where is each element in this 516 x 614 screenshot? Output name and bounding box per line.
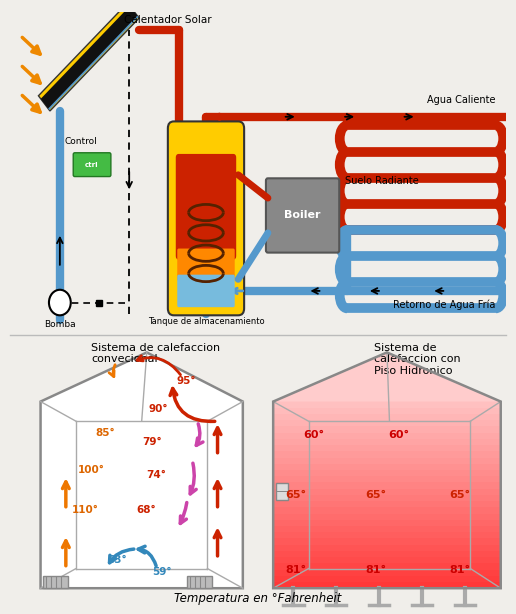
FancyBboxPatch shape bbox=[176, 154, 236, 260]
Text: ctrl: ctrl bbox=[85, 161, 99, 168]
Text: Temperatura en °Fahrenheit: Temperatura en °Fahrenheit bbox=[174, 593, 342, 605]
FancyBboxPatch shape bbox=[266, 178, 339, 252]
Text: Bomba: Bomba bbox=[44, 320, 76, 328]
Bar bbox=[273, 450, 501, 457]
FancyBboxPatch shape bbox=[178, 274, 235, 307]
Text: Control: Control bbox=[65, 137, 98, 146]
Bar bbox=[273, 407, 501, 414]
FancyBboxPatch shape bbox=[73, 153, 111, 177]
Text: 63°: 63° bbox=[108, 555, 127, 565]
Text: 60°: 60° bbox=[303, 430, 325, 440]
Bar bbox=[273, 481, 501, 489]
Bar bbox=[273, 463, 501, 470]
Bar bbox=[273, 413, 501, 420]
Bar bbox=[273, 543, 501, 551]
Text: 81°: 81° bbox=[285, 564, 307, 575]
Text: Sistema de calefaccion
convecional: Sistema de calefaccion convecional bbox=[91, 343, 220, 364]
FancyBboxPatch shape bbox=[168, 122, 244, 316]
Bar bbox=[273, 531, 501, 538]
Polygon shape bbox=[41, 352, 243, 588]
Text: 68°: 68° bbox=[136, 505, 155, 515]
Text: Boiler: Boiler bbox=[284, 211, 321, 220]
Text: 100°: 100° bbox=[78, 465, 105, 475]
Polygon shape bbox=[41, 6, 138, 109]
Text: 65°: 65° bbox=[365, 490, 386, 500]
Polygon shape bbox=[48, 16, 138, 110]
Bar bbox=[43, 576, 68, 588]
Bar bbox=[273, 432, 501, 439]
Bar bbox=[273, 550, 501, 557]
Bar bbox=[273, 475, 501, 483]
Text: 60°: 60° bbox=[388, 430, 409, 440]
Text: Sistema de
calefaccion con
Piso Hidronico: Sistema de calefaccion con Piso Hidronic… bbox=[374, 343, 461, 376]
Bar bbox=[273, 438, 501, 445]
Bar bbox=[273, 444, 501, 451]
Text: 81°: 81° bbox=[449, 564, 470, 575]
Bar bbox=[273, 525, 501, 532]
Bar bbox=[273, 488, 501, 495]
Polygon shape bbox=[38, 3, 139, 111]
Text: 110°: 110° bbox=[72, 505, 99, 515]
Text: 74°: 74° bbox=[146, 470, 166, 480]
Text: 59°: 59° bbox=[152, 567, 172, 577]
Bar bbox=[273, 457, 501, 464]
Bar bbox=[276, 483, 288, 500]
Bar bbox=[273, 419, 501, 427]
Text: 79°: 79° bbox=[142, 437, 162, 447]
Text: 85°: 85° bbox=[95, 427, 115, 438]
Text: Calentador Solar: Calentador Solar bbox=[124, 15, 212, 25]
Text: 65°: 65° bbox=[449, 490, 470, 500]
Bar bbox=[187, 576, 213, 588]
Bar bbox=[273, 494, 501, 501]
Bar bbox=[273, 556, 501, 563]
Text: Agua Caliente: Agua Caliente bbox=[427, 95, 496, 105]
Bar bbox=[273, 426, 501, 433]
Bar bbox=[273, 500, 501, 507]
Bar bbox=[273, 519, 501, 526]
Bar bbox=[273, 400, 501, 408]
Text: Retorno de Agua Fría: Retorno de Agua Fría bbox=[393, 300, 496, 310]
Bar bbox=[273, 575, 501, 582]
Text: 65°: 65° bbox=[285, 490, 307, 500]
Bar bbox=[273, 581, 501, 588]
Text: Tanque de almacenamiento: Tanque de almacenamiento bbox=[148, 317, 264, 326]
Text: 90°: 90° bbox=[148, 404, 168, 414]
Bar bbox=[273, 507, 501, 513]
Bar bbox=[273, 537, 501, 545]
Polygon shape bbox=[273, 352, 501, 402]
Bar bbox=[273, 569, 501, 576]
Circle shape bbox=[49, 290, 71, 316]
Text: 95°: 95° bbox=[176, 376, 196, 386]
Text: Suelo Radiante: Suelo Radiante bbox=[345, 176, 418, 187]
Text: 81°: 81° bbox=[365, 564, 386, 575]
Bar bbox=[273, 469, 501, 476]
Bar bbox=[273, 562, 501, 570]
Bar bbox=[273, 513, 501, 520]
FancyBboxPatch shape bbox=[178, 249, 235, 281]
